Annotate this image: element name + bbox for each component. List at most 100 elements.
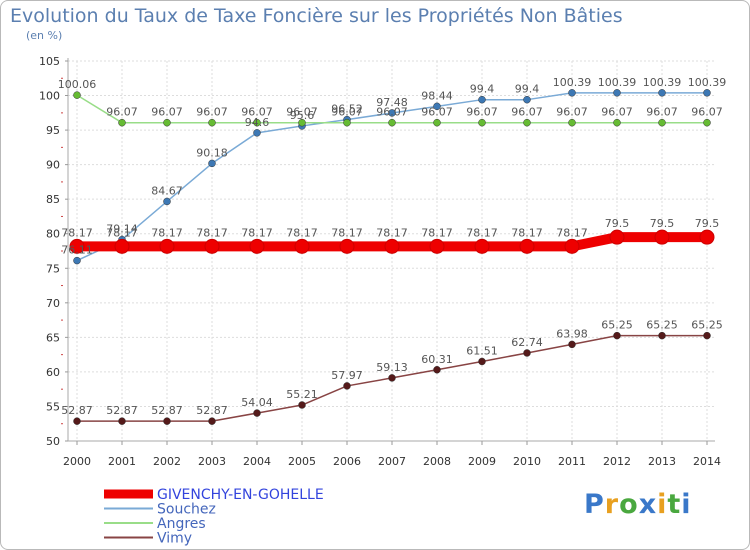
proxiti-logo[interactable]: Proxiti	[584, 489, 692, 520]
series-markers	[69, 89, 715, 425]
point-angres	[478, 118, 486, 127]
point-angres	[388, 118, 396, 127]
data-label-angres: 96.07	[376, 106, 408, 119]
point-givenchy-en-gohelle	[474, 238, 490, 254]
point-givenchy-en-gohelle	[249, 238, 265, 254]
data-label-angres: 96.07	[466, 106, 498, 119]
x-tick-label: 2006	[333, 455, 361, 468]
y-tick-label: 65	[46, 331, 60, 344]
data-label-givenchy-en-gohelle: 78.17	[61, 226, 93, 239]
point-givenchy-en-gohelle	[609, 229, 625, 245]
point-souchez	[478, 95, 486, 104]
data-label-angres: 96.07	[556, 106, 588, 119]
logo-letter: x	[638, 489, 658, 520]
data-label-souchez: 84.67	[151, 184, 183, 197]
x-tick-label: 2003	[198, 455, 226, 468]
point-souchez	[388, 109, 396, 117]
point-vimy	[568, 340, 576, 349]
data-label-vimy: 52.87	[196, 404, 228, 417]
point-givenchy-en-gohelle	[204, 238, 220, 254]
data-label-souchez: 100.39	[643, 76, 682, 89]
data-label-souchez: 76.11	[61, 244, 93, 257]
point-angres	[118, 118, 126, 127]
y-tick-label: 75	[46, 262, 60, 275]
data-label-givenchy-en-gohelle: 78.17	[421, 226, 453, 239]
point-souchez	[658, 89, 666, 97]
point-angres	[298, 118, 306, 127]
point-souchez	[568, 89, 576, 97]
data-label-givenchy-en-gohelle: 78.17	[376, 226, 408, 239]
data-label-vimy: 65.25	[691, 319, 723, 332]
data-label-givenchy-en-gohelle: 78.17	[286, 226, 318, 239]
point-vimy	[388, 374, 396, 382]
data-label-souchez: 100.39	[598, 76, 637, 89]
data-labels: 78.17 78.17 78.17 78.17 78.17 78.17 78.17 78.17…	[58, 76, 727, 417]
data-label-givenchy-en-gohelle: 79.5	[695, 217, 720, 230]
data-label-givenchy-en-gohelle: 78.17	[331, 226, 363, 239]
y-axis-unit-label: (en %)	[26, 29, 63, 42]
point-givenchy-en-gohelle	[564, 238, 580, 254]
point-angres	[208, 118, 216, 127]
point-givenchy-en-gohelle	[159, 238, 175, 254]
logo-letter: r	[604, 489, 620, 520]
legend-label-givenchy-en-gohelle[interactable]: GIVENCHY-EN-GOHELLE	[157, 487, 324, 503]
x-tick-label: 2007	[378, 455, 406, 468]
data-label-souchez: 100.39	[688, 76, 727, 89]
logo-letter: t	[667, 489, 682, 520]
data-label-givenchy-en-gohelle: 78.17	[106, 226, 138, 239]
data-label-angres: 96.07	[106, 106, 138, 119]
y-tick-label: 85	[46, 193, 60, 206]
data-label-souchez: 95.6	[290, 109, 315, 122]
data-label-vimy: 52.87	[151, 404, 183, 417]
point-souchez	[163, 197, 171, 206]
data-label-vimy: 63.98	[556, 327, 588, 340]
logo-letter: o	[619, 489, 639, 520]
x-tick-label: 2014	[693, 455, 721, 468]
point-givenchy-en-gohelle	[429, 238, 445, 254]
data-label-givenchy-en-gohelle: 79.5	[650, 217, 675, 230]
legend-label-souchez[interactable]: Souchez	[157, 502, 216, 518]
data-label-vimy: 60.31	[421, 353, 453, 366]
y-tick-label: 55	[46, 400, 60, 413]
x-tick-label: 2002	[153, 455, 181, 468]
point-vimy	[118, 417, 126, 425]
data-label-givenchy-en-gohelle: 78.17	[556, 226, 588, 239]
point-angres	[343, 118, 351, 127]
data-label-givenchy-en-gohelle: 78.17	[151, 226, 183, 239]
data-label-angres: 96.07	[151, 106, 183, 119]
point-vimy	[208, 417, 216, 425]
point-vimy	[703, 331, 711, 340]
data-label-souchez: 100.39	[553, 76, 592, 89]
data-label-vimy: 59.13	[376, 361, 408, 374]
x-tick-label: 2009	[468, 455, 496, 468]
point-angres	[73, 91, 81, 99]
data-label-angres: 96.07	[196, 106, 228, 119]
data-label-vimy: 55.21	[286, 388, 318, 401]
data-label-givenchy-en-gohelle: 78.17	[511, 226, 543, 239]
data-label-angres: 96.07	[286, 106, 318, 119]
point-givenchy-en-gohelle	[114, 238, 130, 254]
y-axis-ticks: 50 55 60 65 70 75 80 85 90 95 100 105	[39, 55, 68, 448]
x-tick-label: 2001	[108, 455, 136, 468]
data-label-givenchy-en-gohelle: 78.17	[196, 226, 228, 239]
data-label-souchez: 94.6	[245, 116, 270, 129]
legend-label-vimy[interactable]: Vimy	[157, 531, 192, 547]
y-tick-label: 50	[46, 435, 60, 448]
point-angres	[703, 118, 711, 127]
data-label-souchez: 99.4	[515, 83, 540, 96]
point-givenchy-en-gohelle	[384, 238, 400, 254]
point-souchez	[703, 89, 711, 97]
legend-label-angres[interactable]: Angres	[157, 516, 206, 532]
data-label-angres: 96.07	[241, 106, 273, 119]
point-angres	[523, 118, 531, 127]
data-label-vimy: 54.04	[241, 396, 273, 409]
y-tick-label: 80	[46, 228, 60, 241]
logo-letter: P	[584, 489, 605, 520]
point-angres	[163, 118, 171, 127]
x-axis-ticks: 2000 2001 2002 2003 2004 2005 2006 2007 2008 2009…	[63, 441, 721, 468]
logo-letter: i	[681, 489, 692, 520]
data-label-souchez: 98.44	[421, 89, 453, 102]
